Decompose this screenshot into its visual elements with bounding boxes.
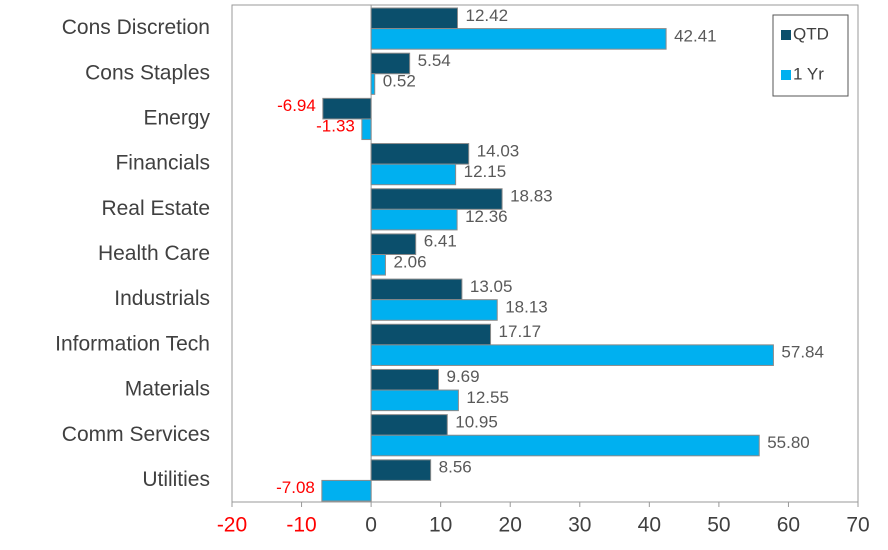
x-tick-label: 20	[499, 514, 522, 537]
value-label: 12.15	[464, 162, 507, 181]
value-label: 12.36	[465, 207, 508, 226]
bar	[321, 479, 372, 502]
y-tick-label: Real Estate	[101, 197, 210, 220]
x-tick-label: 50	[707, 514, 730, 537]
bar	[370, 323, 492, 346]
bar	[370, 52, 411, 75]
value-label: 0.52	[383, 72, 416, 91]
bar	[370, 389, 459, 412]
y-tick-label: Health Care	[98, 242, 210, 265]
value-label: 6.41	[424, 232, 457, 251]
value-label: 18.13	[505, 297, 548, 316]
bar	[361, 118, 372, 141]
y-tick-label: Energy	[143, 107, 210, 130]
bar	[370, 414, 448, 436]
bar	[370, 254, 386, 276]
value-label: -1.33	[316, 117, 355, 136]
x-tick-label: -10	[286, 514, 316, 537]
y-tick-label: Financials	[115, 152, 210, 175]
value-label: 9.69	[447, 367, 480, 386]
value-label: 57.84	[781, 343, 824, 362]
value-label: 2.06	[393, 252, 426, 271]
x-tick-label: 40	[638, 514, 661, 537]
value-label: 17.17	[499, 322, 542, 341]
x-tick-label: 10	[429, 514, 452, 537]
value-label: 10.95	[455, 412, 498, 431]
y-tick-label: Industrials	[114, 287, 210, 310]
legend-swatch	[781, 70, 791, 80]
value-label: 12.42	[465, 6, 508, 25]
value-label: 8.56	[439, 458, 472, 477]
value-label: 42.41	[674, 26, 717, 45]
y-tick-label: Cons Staples	[85, 61, 210, 84]
bar	[370, 278, 463, 301]
value-label: -7.08	[276, 478, 315, 497]
value-label: 5.54	[418, 51, 451, 70]
bar	[370, 208, 458, 231]
value-label: 55.80	[767, 433, 810, 452]
y-tick-label: Comm Services	[62, 423, 210, 446]
legend-swatch	[781, 30, 791, 40]
bar	[370, 368, 440, 391]
legend-box	[772, 14, 849, 97]
bar	[370, 344, 774, 366]
value-label: 18.83	[510, 187, 553, 206]
bar	[370, 143, 470, 165]
bar	[370, 73, 376, 95]
x-tick-label: 70	[846, 514, 869, 537]
x-tick-label: 0	[365, 514, 377, 537]
bar	[370, 459, 432, 481]
bar	[322, 97, 372, 120]
bar	[370, 434, 760, 457]
plot-frame	[231, 4, 859, 503]
legend-label: QTD	[793, 24, 829, 43]
bar	[370, 7, 458, 30]
x-tick-label: 30	[568, 514, 591, 537]
legend-label: 1 Yr	[793, 64, 824, 83]
bar	[370, 163, 457, 186]
bar	[370, 233, 417, 255]
bar	[370, 299, 498, 321]
y-tick-label: Materials	[125, 378, 210, 401]
y-tick-label: Information Tech	[55, 332, 210, 355]
x-tick-label: 60	[777, 514, 800, 537]
y-tick-label: Cons Discretion	[62, 16, 210, 39]
value-label: 14.03	[477, 141, 520, 160]
x-tick-label: -20	[217, 514, 247, 537]
value-label: -6.94	[277, 96, 316, 115]
bar	[370, 28, 667, 50]
value-label: 12.55	[466, 388, 509, 407]
value-label: 13.05	[470, 277, 513, 296]
y-tick-label: Utilities	[142, 468, 210, 491]
